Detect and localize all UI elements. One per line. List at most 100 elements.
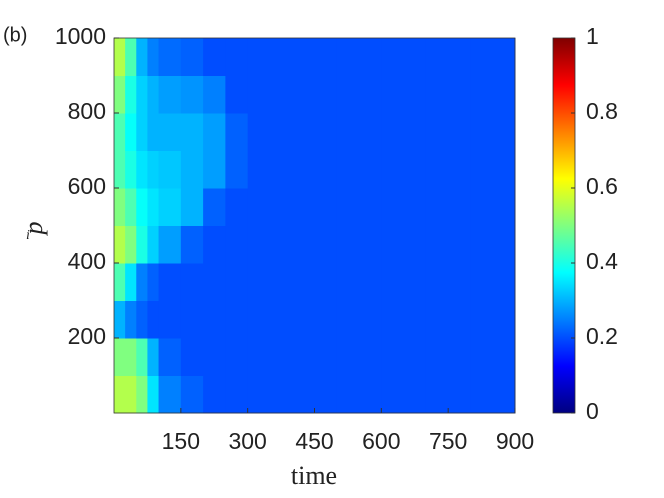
y-axis-label-main: p <box>19 222 48 237</box>
x-tick-label: 450 <box>295 428 333 454</box>
y-tick-label: 800 <box>68 98 106 124</box>
heat-cell <box>381 113 427 151</box>
heat-cell <box>114 75 126 114</box>
heat-cell <box>225 188 249 226</box>
heat-cell <box>158 150 182 189</box>
panel-label: (b) <box>3 24 27 46</box>
heat-cell <box>114 150 126 189</box>
y-tick-label: 400 <box>68 248 106 274</box>
heat-cell <box>125 375 137 414</box>
heat-cell <box>247 150 293 189</box>
heat-cell <box>147 75 160 114</box>
heat-cell <box>381 338 427 376</box>
heat-cell <box>292 113 338 151</box>
colorbar-tick-label: 0.4 <box>586 248 618 274</box>
heat-cell <box>180 188 204 226</box>
heat-cell <box>225 375 249 414</box>
x-axis-label: time <box>291 461 337 490</box>
heat-cell <box>381 300 427 339</box>
heat-cell <box>336 75 382 114</box>
heat-cell <box>147 225 160 264</box>
heat-cell <box>114 263 126 301</box>
heat-cell <box>225 338 249 376</box>
heat-cell <box>292 188 338 226</box>
heat-cell <box>158 75 182 114</box>
heat-cell <box>470 300 516 339</box>
heat-cell <box>247 225 293 264</box>
heat-cell <box>114 300 126 339</box>
heat-cell <box>292 263 338 301</box>
heat-cell <box>425 225 471 264</box>
heat-cell <box>180 338 204 376</box>
heat-cell <box>203 338 226 376</box>
heat-cell <box>114 188 126 226</box>
heat-cell <box>180 375 204 414</box>
heat-cell <box>114 375 126 414</box>
heat-cell <box>125 38 137 76</box>
heat-cell <box>147 38 160 76</box>
heat-cell <box>425 113 471 151</box>
heat-cell <box>247 300 293 339</box>
heat-cell <box>247 188 293 226</box>
heat-cell <box>114 338 126 376</box>
heat-cell <box>470 188 516 226</box>
heat-cell <box>114 38 126 76</box>
heat-cell <box>381 75 427 114</box>
heat-cell <box>292 338 338 376</box>
colorbar-tick-label: 1 <box>586 23 599 49</box>
heat-cell <box>336 338 382 376</box>
heat-cell <box>381 375 427 414</box>
heat-cell <box>158 375 182 414</box>
heat-cell <box>203 150 226 189</box>
heat-cell <box>180 113 204 151</box>
heat-cell <box>381 225 427 264</box>
heat-cell <box>180 38 204 76</box>
heat-cell <box>125 188 137 226</box>
heat-cell <box>136 75 148 114</box>
colorbar <box>552 37 576 414</box>
heat-cell <box>114 225 126 264</box>
heat-cell <box>136 300 148 339</box>
colorbar-tick-label: 0.2 <box>586 323 618 349</box>
heat-cell <box>292 38 338 76</box>
heat-cell <box>203 188 226 226</box>
heat-cell <box>247 75 293 114</box>
heat-cell <box>381 263 427 301</box>
heat-cell <box>336 113 382 151</box>
heat-cell <box>225 113 249 151</box>
heat-cell <box>136 113 148 151</box>
heat-cell <box>180 300 204 339</box>
heat-cell <box>225 300 249 339</box>
heat-cell <box>336 38 382 76</box>
heat-cell <box>114 113 126 151</box>
heat-cell <box>147 375 160 414</box>
heat-cell <box>381 38 427 76</box>
colorbar-tick-label: 0 <box>586 398 599 424</box>
heat-cell <box>292 150 338 189</box>
heat-cell <box>381 188 427 226</box>
heat-cell <box>147 150 160 189</box>
heat-cell <box>292 375 338 414</box>
x-tick-label: 900 <box>496 428 534 454</box>
heat-cell <box>470 338 516 376</box>
heat-cell <box>225 38 249 76</box>
heat-cell <box>247 338 293 376</box>
heat-cell <box>125 263 137 301</box>
heat-cell <box>203 300 226 339</box>
heat-cell <box>125 338 137 376</box>
y-tick-label: 200 <box>68 323 106 349</box>
heat-cell <box>158 338 182 376</box>
heat-cell <box>470 38 516 76</box>
heat-cell <box>247 263 293 301</box>
colorbar-tick-label: 0.8 <box>586 98 618 124</box>
heat-cell <box>147 263 160 301</box>
heat-cell <box>203 225 226 264</box>
heat-cell <box>247 375 293 414</box>
x-tick-label: 300 <box>228 428 266 454</box>
heat-cell <box>125 150 137 189</box>
heat-cell <box>136 263 148 301</box>
heat-cell <box>136 338 148 376</box>
x-tick-label: 600 <box>362 428 400 454</box>
heat-cell <box>203 375 226 414</box>
